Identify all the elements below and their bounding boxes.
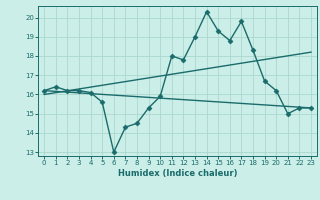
X-axis label: Humidex (Indice chaleur): Humidex (Indice chaleur) bbox=[118, 169, 237, 178]
